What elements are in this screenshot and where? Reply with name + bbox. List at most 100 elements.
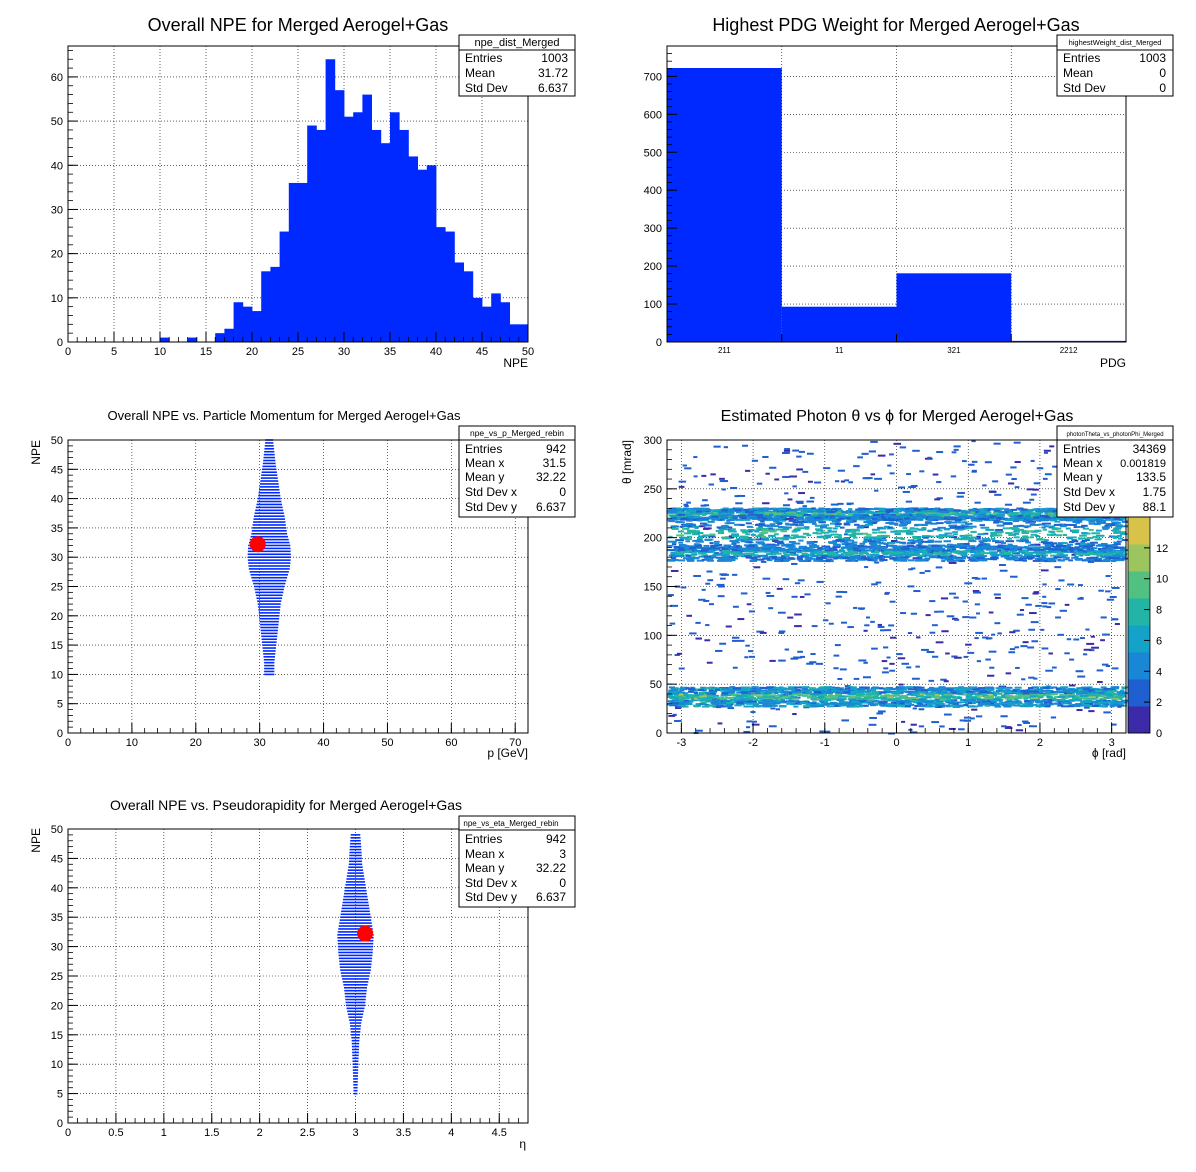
heatmap-cell: [818, 507, 825, 510]
heatmap-cell: [1034, 514, 1040, 517]
heatmap-cell: [942, 704, 950, 707]
heatmap-cell: [1016, 613, 1024, 616]
heatmap-cell: [667, 693, 673, 696]
heatmap-cell: [863, 704, 869, 707]
heatmap-cell: [677, 513, 686, 516]
heatmap-cell: [708, 483, 714, 486]
heatmap-cell: [938, 686, 946, 689]
heatmap-cell: [721, 697, 726, 700]
heatmap-cell: [1067, 705, 1075, 708]
heatmap-cell: [748, 516, 758, 519]
heatmap-cell: [913, 509, 923, 512]
heatmap-cell: [741, 512, 747, 515]
heatmap-cell: [898, 518, 904, 521]
heatmap-cell: [812, 532, 819, 535]
heatmap-cell: [727, 516, 733, 519]
heatmap-cell: [1095, 693, 1102, 696]
heatmap-cell: [982, 691, 991, 694]
heatmap-cell: [761, 537, 769, 540]
heatmap-cell: [699, 525, 706, 528]
heatmap-cell: [1025, 541, 1031, 544]
heatmap-cell: [1013, 515, 1019, 518]
heatmap-cell: [1111, 701, 1120, 704]
heatmap-cell: [1003, 692, 1010, 695]
heatmap-cell: [820, 688, 828, 691]
heatmap-cell: [1106, 598, 1115, 601]
heatmap-cell: [1101, 692, 1109, 695]
heatmap-cell: [794, 625, 802, 628]
heatmap-cell: [1096, 688, 1103, 691]
heatmap-cell: [756, 516, 766, 519]
heatmap-cell: [868, 450, 876, 453]
heatmap-cell: [728, 512, 735, 515]
heatmap-cell: [714, 542, 720, 545]
heatmap-cell: [735, 509, 742, 512]
heatmap-cell: [925, 521, 932, 524]
heatmap-cell: [1009, 515, 1017, 518]
heatmap-cell: [938, 702, 945, 705]
heatmap-cell: [1113, 530, 1121, 533]
heatmap-cell: [965, 511, 971, 514]
heatmap-cell: [802, 505, 808, 508]
heatmap-cell: [931, 721, 940, 724]
heatmap-cell: [937, 518, 943, 521]
heatmap-cell: [864, 624, 870, 627]
heatmap-cell: [806, 516, 815, 519]
heatmap-cell: [954, 618, 960, 621]
heatmap-cell: [778, 508, 787, 511]
heatmap-cell: [708, 517, 715, 520]
heatmap-cell: [697, 507, 704, 510]
heatmap-cell: [701, 588, 706, 591]
heatmap-cell: [752, 507, 760, 510]
heatmap-cell: [789, 692, 796, 695]
heatmap-cell: [727, 509, 733, 512]
heatmap-cell: [990, 531, 996, 534]
heatmap-cell: [1085, 692, 1093, 695]
heatmap-cell: [684, 703, 693, 706]
heatmap-cell: [696, 695, 702, 698]
heatmap-cell: [966, 527, 973, 530]
heatmap-cell: [1055, 616, 1062, 619]
heatmap-cell: [858, 516, 866, 519]
heatmap-cell: [1057, 633, 1064, 636]
heatmap-cell: [680, 586, 687, 589]
heatmap-cell: [1042, 595, 1047, 598]
heatmap-cell: [1112, 697, 1122, 700]
heatmap-cell: [676, 508, 682, 511]
heatmap-cell: [751, 459, 758, 462]
heatmap-cell: [939, 725, 945, 728]
heatmap-cell: [910, 723, 917, 726]
heatmap-cell: [840, 480, 846, 483]
heatmap-cell: [1010, 551, 1017, 554]
heatmap-cell: [1073, 691, 1082, 694]
heatmap-cell: [1021, 678, 1026, 681]
heatmap-cell: [748, 650, 754, 653]
heatmap-cell: [770, 689, 776, 692]
heatmap-cell: [702, 499, 708, 502]
heatmap-cell: [983, 687, 988, 690]
heatmap-cell: [984, 698, 994, 701]
heatmap-cell: [673, 547, 681, 550]
heatmap-cell: [693, 697, 701, 700]
heatmap-cell: [963, 719, 972, 722]
heatmap-cell: [755, 704, 763, 707]
heatmap-cell: [960, 553, 968, 556]
heatmap-cell: [920, 510, 929, 513]
heatmap-cell: [880, 536, 886, 539]
heatmap-cell: [687, 694, 693, 697]
heatmap-cell: [868, 723, 877, 726]
heatmap-cell: [768, 695, 775, 698]
heatmap-cell: [802, 532, 810, 535]
heatmap-cell: [897, 519, 906, 522]
heatmap-cell: [1074, 696, 1079, 699]
heatmap-cell: [846, 502, 854, 505]
heatmap-cell: [743, 694, 752, 697]
heatmap-cell: [773, 509, 780, 512]
heatmap-cell: [769, 530, 777, 533]
heatmap-cell: [1088, 689, 1094, 692]
heatmap-cell: [1004, 509, 1011, 512]
heatmap-cell: [699, 694, 708, 697]
heatmap-cell: [791, 691, 798, 694]
heatmap-cell: [844, 479, 850, 482]
heatmap-cell: [1093, 523, 1101, 526]
